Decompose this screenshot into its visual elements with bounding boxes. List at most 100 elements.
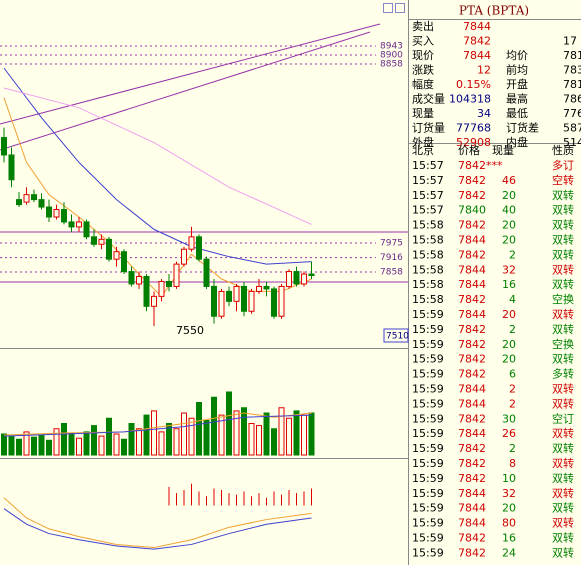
tick-price: 7840	[458, 204, 486, 217]
tick-volume: 20	[502, 189, 516, 202]
tick-nature: 双转	[552, 218, 574, 232]
candle-body	[158, 280, 165, 297]
candle-body	[8, 154, 15, 181]
tick-volume: 16	[502, 278, 516, 291]
candle-body	[188, 236, 195, 250]
volume-bar	[121, 438, 127, 456]
tick-time: 15:58	[412, 293, 444, 306]
quote-value: 17	[563, 35, 577, 48]
tick-nature: 双转	[552, 322, 574, 336]
tick-price: 7842	[458, 532, 486, 545]
tick-price: 7842	[458, 219, 486, 232]
tick-volume: 6	[509, 368, 516, 381]
volume-bar	[1, 433, 7, 456]
trend-line	[0, 23, 381, 125]
tick-price: 7844	[458, 397, 486, 410]
tick-volume: 20	[502, 308, 516, 321]
tick-volume: 20	[502, 219, 516, 232]
tick-volume: 80	[502, 517, 516, 530]
quote-label: 订货量	[412, 121, 445, 135]
tick-price: 7844	[458, 383, 486, 396]
tick-nature: 多订	[552, 158, 574, 172]
symbol-title: PTA (BPTA)	[459, 4, 529, 18]
volume-bar	[218, 414, 225, 456]
quote-label: 最高	[506, 92, 528, 106]
tick-time: 15:59	[412, 472, 444, 485]
tick-nature: 双转	[552, 233, 574, 247]
level-label: 7975	[380, 239, 403, 249]
tick-header: 价格	[458, 143, 480, 157]
volume-bar	[106, 417, 112, 456]
indicator-line	[3, 497, 312, 549]
tick-nature: 双转	[552, 396, 574, 410]
volume-bar	[301, 414, 307, 456]
volume-bar	[226, 391, 232, 456]
tick-volume: 10	[502, 472, 516, 485]
tick-nature: 双转	[552, 471, 574, 485]
tick-volume: 2	[509, 442, 516, 455]
candle-body	[248, 290, 255, 312]
tick-time: 15:59	[412, 442, 444, 455]
tick-volume: 2	[509, 397, 516, 410]
candle-body	[293, 271, 300, 285]
quote-label: 前均	[506, 63, 528, 77]
candle-body	[136, 276, 142, 285]
tick-price: 7842	[458, 368, 486, 381]
tick-price: 7842	[458, 323, 486, 336]
tick-volume: 32	[502, 487, 516, 500]
tick-price: 7842	[458, 412, 486, 425]
candle-body	[173, 263, 180, 287]
candle-body	[128, 271, 135, 285]
quote-value: 7844	[463, 20, 491, 33]
tick-time: 15:57	[412, 204, 444, 217]
candle-body	[151, 295, 157, 307]
volume-bar	[16, 438, 22, 456]
candle-body	[16, 199, 22, 206]
tick-volume: 24	[502, 546, 516, 559]
candle-body	[278, 285, 285, 317]
tick-nature: 双转	[552, 441, 574, 455]
level-label: 8900	[380, 51, 403, 61]
button[interactable]	[383, 3, 393, 13]
tick-nature: 双转	[552, 501, 574, 515]
level-label: 8943	[380, 42, 403, 52]
volume-bar	[98, 435, 105, 456]
quote-label: 订货差	[506, 121, 539, 135]
quote-value: 783	[563, 64, 581, 77]
volume-bar	[308, 412, 315, 456]
volume-bar	[76, 437, 82, 456]
volume-bar	[8, 435, 15, 456]
tick-price: 7842	[458, 442, 486, 455]
tick-nature: 双转	[552, 352, 574, 366]
volume-bar	[53, 428, 60, 456]
volume-bar	[113, 433, 120, 456]
volume-bar	[61, 423, 67, 456]
button[interactable]	[395, 3, 405, 13]
quote-value: 781	[563, 78, 581, 91]
tick-nature: 双转	[552, 307, 574, 321]
tick-header: 北京	[412, 143, 434, 157]
tick-volume: 2	[509, 248, 516, 261]
quote-value: 5141	[563, 136, 581, 149]
volume-bar	[46, 439, 52, 456]
tick-time: 15:59	[412, 487, 444, 500]
tick-time: 15:58	[412, 248, 444, 261]
tick-price: 7842***	[458, 159, 503, 172]
tick-time: 15:59	[412, 397, 444, 410]
quote-label: 均价	[506, 49, 528, 62]
volume-bar	[203, 419, 210, 456]
tick-time: 15:59	[412, 323, 444, 336]
tick-nature: 双转	[552, 277, 574, 291]
tick-time: 15:57	[412, 159, 444, 172]
candle-body	[308, 273, 315, 277]
quote-label: 卖出	[412, 19, 434, 33]
tick-nature: 空换	[552, 292, 574, 306]
tick-time: 15:59	[412, 502, 444, 515]
tick-volume: 8	[509, 457, 516, 470]
candle-body	[121, 251, 127, 273]
tick-volume: 20	[502, 234, 516, 247]
quote-value: 34	[477, 107, 491, 120]
tick-time: 15:59	[412, 427, 444, 440]
tick-volume: 20	[502, 502, 516, 515]
tick-volume: 26	[502, 427, 516, 440]
